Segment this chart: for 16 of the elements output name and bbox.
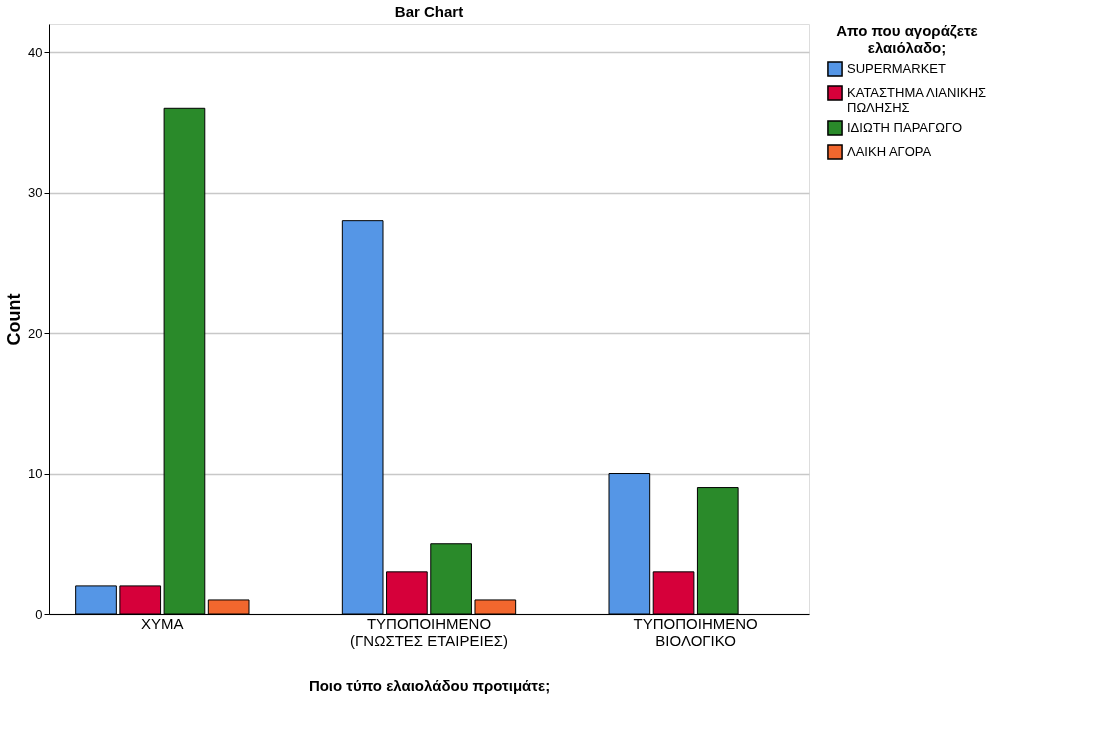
y-axis-title: Count [4,293,25,346]
x-tick-label: ΤΥΠΟΠΟΙΗΜΕΝΟ (ΓΝΩΣΤΕΣ ΕΤΑΙΡΕΙΕΣ) [350,614,508,649]
legend-label: ΙΔΙΩΤΗ ΠΑΡΑΓΩΓΟ [847,120,963,135]
y-tick-label: 0 [35,606,43,622]
x-axis-title: Ποιο τύπο ελαιολάδου προτιμάτε; [308,676,551,694]
x-tick-label: ΧΥΜΑ [141,614,184,632]
y-tick-label: 20 [28,325,43,341]
legend-title: Απο που αγοράζετε ελαιόλαδο; [836,22,978,56]
y-tick-label: 40 [28,44,43,60]
legend-label: ΛΑΙΚΗ ΑΓΟΡΑ [847,144,932,159]
legend-label: SUPERMARKET [847,61,947,76]
y-tick-label: 10 [28,466,43,482]
chart-title: Bar Chart [394,3,464,20]
legend-label: ΚΑΤΑΣΤΗΜΑ ΛΙΑΝΙΚΗΣ ΠΩΛΗΣΗΣ [847,85,987,115]
y-tick-label: 30 [28,185,43,201]
x-tick-label: ΤΥΠΟΠΟΙΗΜΕΝΟ ΒΙΟΛΟΓΙΚΟ [633,614,758,649]
